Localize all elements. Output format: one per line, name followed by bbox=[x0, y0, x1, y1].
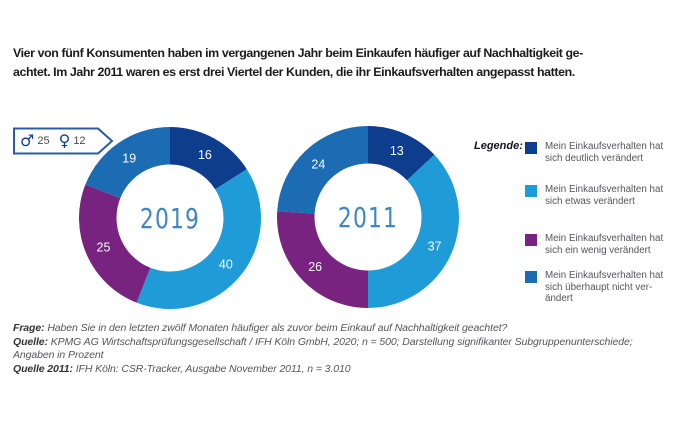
male-icon: ♂ bbox=[20, 130, 35, 150]
donut-segment-ueberhaupt-nicht-veraendert bbox=[277, 126, 368, 214]
female-count: 12 bbox=[73, 134, 86, 147]
female-icon: ♀ bbox=[58, 130, 71, 150]
segment-value-label: 40 bbox=[219, 258, 233, 272]
donut-chart-2011: 13 37 26 24 2011 bbox=[273, 122, 463, 312]
source-note: Quelle: KPMG AG Wirtschaftsprüfungsgesel… bbox=[13, 336, 633, 350]
badge-pennant-shape bbox=[13, 127, 114, 155]
legend-item-ueberhaupt-nicht-veraendert: Mein Einkaufsverhalten hat sich überhaup… bbox=[525, 270, 663, 305]
segment-value-label: 16 bbox=[198, 148, 212, 162]
source-text: KPMG AG Wirtschaftsprüfungsgesellschaft … bbox=[47, 335, 633, 348]
donut-segment-ein-wenig-veraendert bbox=[277, 211, 368, 308]
legend-swatch-medium-blue bbox=[525, 271, 537, 283]
legend-swatch-light-blue bbox=[525, 185, 537, 197]
donut-chart-2019: 16 40 25 19 2019 bbox=[75, 123, 265, 313]
badge-content: ♂ 25 ♀ 12 bbox=[20, 127, 86, 154]
segment-value-label: 25 bbox=[97, 240, 111, 254]
donut-year-label: 2011 bbox=[338, 201, 398, 233]
source-2011-note: Quelle 2011: IFH Köln: CSR-Tracker, Ausg… bbox=[13, 363, 633, 377]
source-2011-label: Quelle 2011: bbox=[13, 362, 73, 375]
legend-title: Legende: bbox=[474, 140, 523, 152]
legend-item-ein-wenig-veraendert: Mein Einkaufsverhalten hat sich ein weni… bbox=[525, 233, 663, 256]
question-text: Haben Sie in den letzten zwölf Monaten h… bbox=[44, 322, 508, 334]
donut-segment-deutlich-veraendert bbox=[368, 126, 435, 181]
segment-value-label: 26 bbox=[308, 260, 322, 274]
headline: Vier von fünf Konsumenten haben im verga… bbox=[13, 46, 583, 79]
source-label: Quelle: bbox=[13, 335, 48, 348]
male-count: 25 bbox=[37, 134, 50, 147]
donut-segment-etwas-veraendert bbox=[136, 169, 261, 309]
source-notes: Frage: Haben Sie in den letzten zwölf Mo… bbox=[13, 322, 633, 376]
source-text-continued: Angaben in Prozent bbox=[13, 349, 104, 362]
question-label: Frage: bbox=[13, 322, 45, 334]
source-2011-text: IFH Köln: CSR-Tracker, Ausgabe November … bbox=[72, 362, 351, 375]
legend-item-deutlich-veraendert: Mein Einkaufsverhalten hat sich deutlich… bbox=[525, 141, 663, 164]
gender-callout-badge: ♂ 25 ♀ 12 bbox=[13, 127, 115, 155]
legend-swatch-navy bbox=[525, 142, 537, 154]
segment-value-label: 37 bbox=[428, 239, 442, 253]
donut-segment-etwas-veraendert bbox=[368, 154, 459, 308]
legend-swatch-purple bbox=[525, 234, 537, 246]
segment-value-label: 13 bbox=[390, 144, 404, 158]
donut-segment-ein-wenig-veraendert bbox=[79, 184, 151, 303]
segment-value-label: 24 bbox=[311, 158, 325, 172]
legend-item-etwas-veraendert: Mein Einkaufsverhalten hat sich etwas ve… bbox=[525, 184, 663, 207]
question-note: Frage: Haben Sie in den letzten zwölf Mo… bbox=[13, 322, 633, 336]
legend-item-label: Mein Einkaufsverhalten hat sich überhaup… bbox=[545, 270, 664, 304]
segment-value-label: 19 bbox=[122, 152, 136, 166]
donut-year-label: 2019 bbox=[140, 202, 200, 234]
donut-segment-deutlich-veraendert bbox=[170, 127, 247, 190]
legend-item-label: Mein Einkaufsverhalten hat sich ein weni… bbox=[545, 233, 664, 256]
legend-item-label: Mein Einkaufsverhalten hat sich deutlich… bbox=[545, 141, 664, 164]
donut-segment-ueberhaupt-nicht-veraendert bbox=[85, 127, 170, 199]
source-note-continued: Angaben in Prozent bbox=[13, 349, 633, 363]
legend-item-label: Mein Einkaufsverhalten hat sich etwas ve… bbox=[545, 184, 664, 207]
